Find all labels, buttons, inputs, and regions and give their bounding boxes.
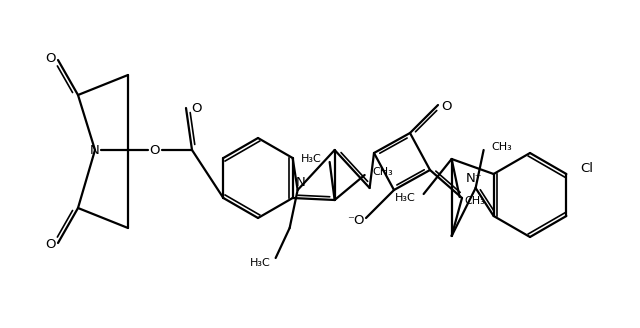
Text: Cl: Cl bbox=[580, 162, 593, 175]
Text: N: N bbox=[90, 144, 100, 156]
Text: H₃C: H₃C bbox=[250, 258, 271, 268]
Text: N⁺: N⁺ bbox=[465, 172, 482, 184]
Text: N: N bbox=[296, 175, 305, 189]
Text: CH₃: CH₃ bbox=[372, 167, 393, 177]
Text: CH₃: CH₃ bbox=[492, 142, 512, 152]
Text: O: O bbox=[191, 101, 201, 114]
Text: H₃C: H₃C bbox=[396, 193, 416, 203]
Text: H₃C: H₃C bbox=[301, 154, 322, 164]
Text: O: O bbox=[45, 238, 56, 252]
Text: CH₃: CH₃ bbox=[464, 196, 485, 206]
Text: O: O bbox=[45, 51, 56, 65]
Text: O: O bbox=[441, 100, 451, 113]
Text: O: O bbox=[150, 144, 160, 156]
Text: ⁻O: ⁻O bbox=[348, 215, 365, 228]
